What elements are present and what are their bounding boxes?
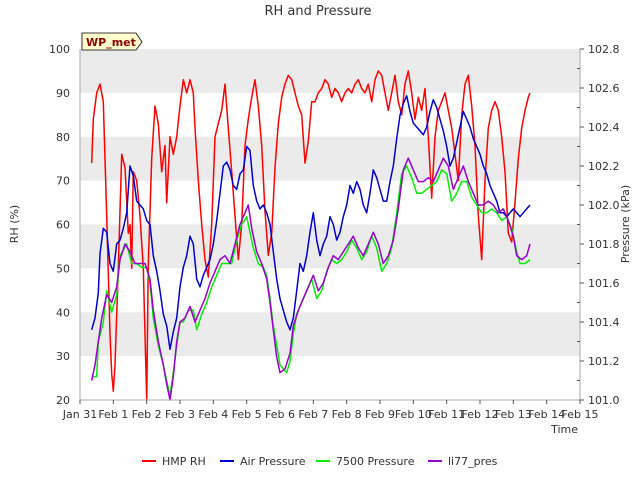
y-tick-label-right: 101.8 xyxy=(588,238,620,251)
y-tick-label-right: 101.2 xyxy=(588,355,620,368)
badge-shape xyxy=(81,32,143,51)
x-tick-label: Feb 10 xyxy=(395,408,432,421)
x-ticks: Jan 31 Feb 1 Feb 2 Feb 3 Feb 4 Feb 5 Feb 6 Feb … xyxy=(62,400,599,421)
legend-label: 7500 Pressure xyxy=(336,455,415,468)
y-tick-label-left: 70 xyxy=(56,175,70,188)
series-line-air-pressure xyxy=(90,95,531,351)
y-tick-label-left: 60 xyxy=(56,219,70,232)
x-tick-label: Feb 12 xyxy=(462,408,499,421)
badge-label: WP_met xyxy=(86,36,136,49)
legend-label: HMP RH xyxy=(162,455,206,468)
y-tick-label-right: 101.6 xyxy=(588,277,620,290)
x-tick-label: Feb 1 xyxy=(98,408,128,421)
series-line-li77-pres xyxy=(90,157,531,401)
x-tick-label: Feb 3 xyxy=(165,408,195,421)
x-tick-label: Feb 8 xyxy=(332,408,362,421)
grid-band xyxy=(80,224,580,269)
x-tick-label: Feb 4 xyxy=(198,408,228,421)
x-tick-label: Feb 13 xyxy=(495,408,532,421)
legend-label: Air Pressure xyxy=(240,455,306,468)
grid-bands xyxy=(80,49,580,357)
grid-band xyxy=(80,49,580,93)
x-axis-label: Time xyxy=(550,423,578,436)
x-tick-label: Feb 5 xyxy=(232,408,262,421)
y-axis-label-left: RH (%) xyxy=(8,205,21,243)
series-lines xyxy=(90,70,531,401)
badge: WP_met xyxy=(81,32,143,51)
y-axis-label-right: Pressure (kPa) xyxy=(619,185,632,263)
x-tick-label: Jan 31 xyxy=(62,408,97,421)
chart-title: RH and Pressure xyxy=(264,4,371,19)
y-tick-label-right: 102.0 xyxy=(588,199,620,212)
y-tick-label-left: 50 xyxy=(56,262,70,275)
y-tick-label-right: 101.4 xyxy=(588,316,620,329)
x-tick-label: Feb 2 xyxy=(132,408,162,421)
y-tick-label-left: 90 xyxy=(56,87,70,100)
y-ticks-right: 101.0 101.2 101.4 101.6 101.8 102.0 102.2 102.4… xyxy=(577,43,620,407)
y-tick-label-right: 101.0 xyxy=(588,394,620,407)
series-line-hmp-rh xyxy=(90,70,531,401)
y-tick-label-right: 102.2 xyxy=(588,160,620,173)
y-tick-label-left: 30 xyxy=(56,350,70,363)
y-tick-label-left: 100 xyxy=(49,43,70,56)
grid-band xyxy=(80,312,580,357)
x-tick-label: Feb 6 xyxy=(265,408,295,421)
x-tick-label: Feb 11 xyxy=(428,408,465,421)
x-tick-label: Feb 14 xyxy=(528,408,565,421)
legend-label: li77_pres xyxy=(448,455,498,468)
y-ticks-left: 20 30 40 50 60 70 80 90 100 xyxy=(49,43,70,407)
y-tick-label-right: 102.4 xyxy=(588,121,620,134)
legend: HMP RH Air Pressure 7500 Pressure li77_pres xyxy=(142,455,498,468)
y-tick-label-left: 40 xyxy=(56,306,70,319)
x-tick-label: Feb 9 xyxy=(365,408,395,421)
x-tick-label: Feb 15 xyxy=(562,408,599,421)
y-tick-label-right: 102.6 xyxy=(588,82,620,95)
y-tick-label-left: 80 xyxy=(56,131,70,144)
x-tick-label: Feb 7 xyxy=(298,408,328,421)
y-tick-label-left: 20 xyxy=(56,394,70,407)
y-tick-label-right: 102.8 xyxy=(588,43,620,56)
